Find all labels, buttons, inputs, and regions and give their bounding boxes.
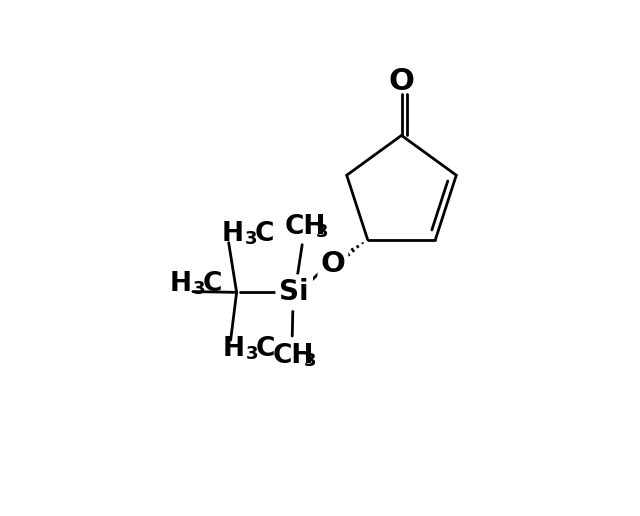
Text: H: H [170,271,191,297]
Text: 3: 3 [246,345,259,363]
Text: C: C [255,221,275,247]
Text: 3: 3 [316,222,329,240]
Text: C: C [202,271,222,297]
Text: H: H [223,336,244,362]
Text: CH: CH [285,214,326,240]
Text: O: O [321,250,346,278]
Text: C: C [256,336,275,362]
Text: 3: 3 [193,280,205,298]
Text: 3: 3 [245,230,257,248]
Text: 3: 3 [304,352,317,369]
Text: H: H [222,221,244,247]
Text: Si: Si [280,278,309,307]
Text: O: O [388,67,415,96]
Text: CH: CH [273,343,314,369]
